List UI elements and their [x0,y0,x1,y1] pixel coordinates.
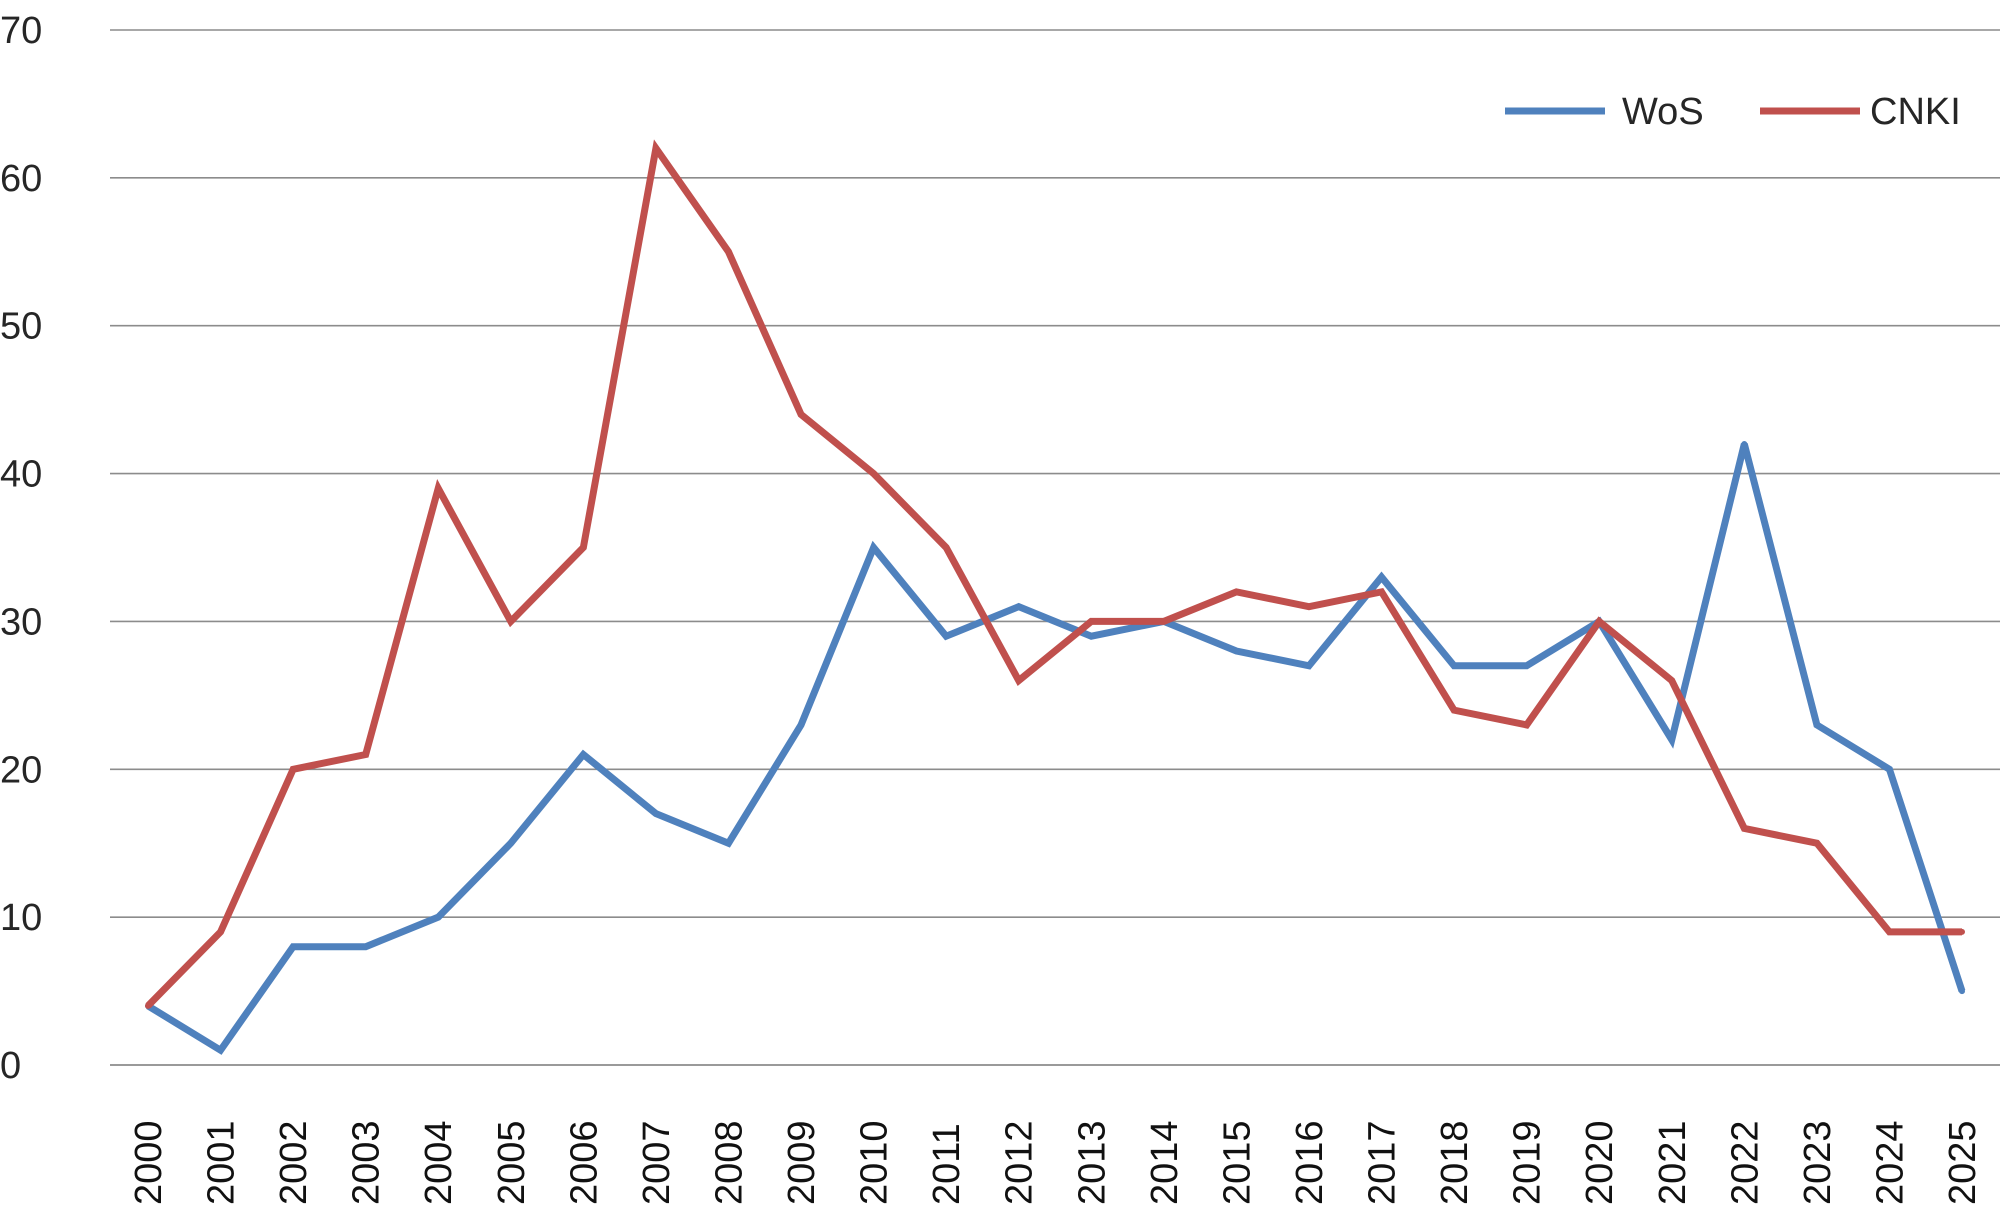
x-tick-label: 2001 [201,1120,243,1205]
data-point [725,840,732,847]
data-point [362,943,369,950]
x-tick-label: 2002 [273,1120,315,1205]
legend-item-wos: WoS [1505,91,1704,133]
x-tick-label: 2006 [563,1120,605,1205]
x-tick-label: 2012 [999,1120,1041,1205]
y-tick-label: 40 [0,454,42,496]
data-point [1305,603,1312,610]
series-lines [145,139,1966,1055]
data-point [1451,662,1458,669]
y-tick-label: 10 [0,897,42,939]
y-tick-label: 20 [0,749,42,791]
x-tick-label: 2013 [1071,1120,1113,1205]
legend: WoS CNKI [1505,91,1961,133]
data-point [1668,736,1675,743]
data-point [290,943,297,950]
data-point [145,1002,151,1009]
data-point [1378,588,1385,595]
data-point [870,470,877,477]
data-point [725,248,732,255]
y-axis-ticks: 0 10 20 30 40 50 60 70 [0,10,42,1087]
x-tick-label: 2009 [781,1120,823,1205]
data-point [1233,648,1240,654]
data-point [1959,928,1965,935]
y-tick-label: 30 [0,601,42,643]
series-cnki [145,139,1965,1009]
data-point [1305,662,1312,669]
data-point [290,766,297,773]
x-tick-label: 2005 [491,1120,533,1205]
data-point [1523,721,1530,728]
data-point [1015,677,1022,684]
series-line-wos [146,443,1966,1055]
x-tick-label: 2018 [1434,1120,1476,1205]
data-point [1088,633,1095,640]
x-tick-label: 2017 [1362,1120,1404,1205]
data-point [1596,618,1603,625]
x-tick-label: 2014 [1144,1120,1186,1205]
x-tick-label: 2008 [708,1120,750,1205]
x-tick-label: 2025 [1942,1120,1984,1205]
x-tick-label: 2007 [636,1120,678,1205]
data-point [1160,618,1167,625]
data-point [798,411,805,418]
x-tick-label: 2019 [1507,1120,1549,1205]
x-tick-label: 2000 [128,1120,170,1205]
y-tick-label: 70 [0,10,42,52]
data-point [1378,574,1385,581]
data-point [1741,441,1748,447]
legend-item-cnki: CNKI [1760,91,1961,133]
x-axis-ticks: 2000 2001 2002 2003 2004 2005 2006 2007 2008 2009… [128,1120,1984,1205]
x-tick-label: 2003 [346,1120,388,1205]
x-tick-label: 2022 [1724,1120,1766,1205]
data-point [580,751,587,758]
series-line-cnki [145,139,1962,1009]
x-tick-label: 2016 [1289,1120,1331,1205]
data-point [580,544,587,551]
data-point [217,1047,224,1054]
data-point [1233,588,1240,595]
data-point [507,840,514,847]
data-point [1088,618,1095,625]
data-point [798,721,805,728]
data-point [1523,662,1530,669]
data-point [1813,840,1820,847]
x-tick-label: 2010 [854,1120,896,1205]
legend-label: CNKI [1870,91,1961,133]
data-point [435,485,442,492]
data-point [1886,928,1893,935]
data-point [1015,603,1022,610]
data-point [1668,677,1675,684]
data-point [652,145,659,152]
data-point [943,544,950,551]
x-tick-label: 2024 [1869,1120,1911,1205]
x-tick-label: 2023 [1797,1120,1839,1205]
data-point [1886,766,1893,773]
data-point [1959,988,1965,995]
data-point [507,618,514,625]
data-point [435,914,442,921]
data-point [652,810,659,817]
series-wos [145,441,1966,1055]
y-tick-label: 60 [0,158,42,200]
x-tick-label: 2004 [418,1120,460,1205]
data-point [362,751,369,758]
x-tick-label: 2011 [926,1123,968,1205]
y-tick-label: 50 [0,306,42,348]
data-point [1451,707,1458,714]
data-point [1741,825,1748,832]
data-point [217,928,224,935]
data-point [1813,721,1820,728]
legend-label: WoS [1622,91,1704,133]
gridlines [110,29,2000,1066]
data-point [943,633,950,640]
data-point [870,544,877,551]
x-tick-label: 2020 [1579,1120,1621,1205]
y-tick-label: 0 [0,1045,21,1087]
x-tick-label: 2021 [1652,1120,1694,1205]
x-tick-label: 2015 [1216,1120,1258,1205]
